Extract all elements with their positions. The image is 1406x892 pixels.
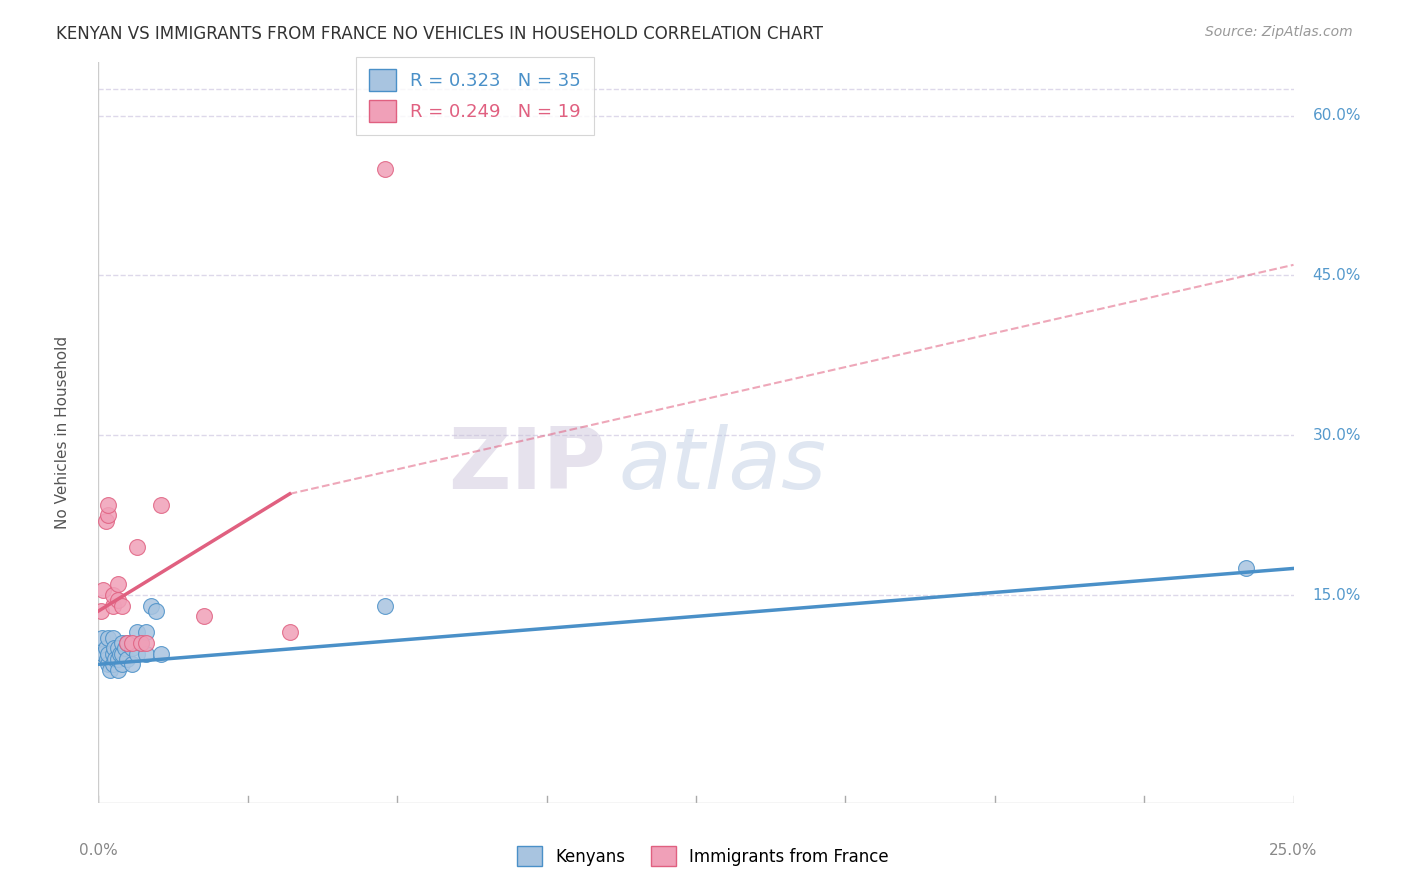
Point: [101, 599, 124, 613]
Point: [111, 599, 134, 613]
Point: [115, 652, 138, 666]
Point: [115, 636, 138, 650]
Point: [374, 161, 396, 176]
Point: [97, 508, 120, 523]
Point: [91, 582, 114, 597]
Point: [107, 593, 129, 607]
Point: [96, 652, 118, 666]
Point: [131, 636, 153, 650]
Point: [278, 625, 301, 640]
Point: [97, 631, 120, 645]
Point: [97, 647, 120, 661]
Point: [107, 577, 129, 591]
Point: [108, 647, 131, 661]
Point: [193, 609, 215, 624]
Point: [125, 540, 148, 554]
Point: [91, 631, 114, 645]
Point: [107, 641, 129, 656]
Point: [94, 641, 117, 656]
Point: [90, 604, 112, 618]
Point: [101, 588, 124, 602]
Point: [98, 663, 122, 677]
Text: ZIP: ZIP: [449, 425, 606, 508]
Point: [107, 663, 129, 677]
Text: 60.0%: 60.0%: [1313, 108, 1361, 123]
Text: KENYAN VS IMMIGRANTS FROM FRANCE NO VEHICLES IN HOUSEHOLD CORRELATION CHART: KENYAN VS IMMIGRANTS FROM FRANCE NO VEHI…: [56, 25, 824, 43]
Point: [1234, 561, 1257, 575]
Text: 15.0%: 15.0%: [1313, 588, 1361, 603]
Point: [135, 647, 157, 661]
Text: 0.0%: 0.0%: [79, 843, 118, 858]
Point: [97, 657, 120, 672]
Point: [111, 657, 134, 672]
Point: [115, 636, 138, 650]
Legend: Kenyans, Immigrants from France: Kenyans, Immigrants from France: [510, 839, 896, 873]
Text: atlas: atlas: [619, 425, 827, 508]
Point: [125, 647, 148, 661]
Text: 25.0%: 25.0%: [1270, 843, 1317, 858]
Point: [139, 599, 162, 613]
Point: [107, 652, 129, 666]
Point: [111, 636, 134, 650]
Point: [101, 657, 124, 672]
Point: [135, 636, 157, 650]
Point: [101, 647, 124, 661]
Point: [97, 498, 120, 512]
Text: 45.0%: 45.0%: [1313, 268, 1361, 283]
Point: [101, 631, 124, 645]
Point: [103, 641, 125, 656]
Text: Source: ZipAtlas.com: Source: ZipAtlas.com: [1205, 25, 1353, 39]
Point: [135, 625, 157, 640]
Text: No Vehicles in Household: No Vehicles in Household: [55, 336, 70, 529]
Point: [145, 604, 167, 618]
Point: [94, 514, 117, 528]
Point: [121, 641, 143, 656]
Legend: R = 0.323   N = 35, R = 0.249   N = 19: R = 0.323 N = 35, R = 0.249 N = 19: [356, 57, 593, 135]
Point: [121, 636, 143, 650]
Point: [104, 652, 127, 666]
Text: 30.0%: 30.0%: [1313, 428, 1361, 442]
Point: [111, 647, 134, 661]
Point: [121, 657, 143, 672]
Point: [125, 625, 148, 640]
Point: [149, 498, 172, 512]
Point: [91, 647, 114, 661]
Point: [374, 599, 396, 613]
Point: [149, 647, 172, 661]
Point: [131, 636, 153, 650]
Point: [114, 641, 136, 656]
